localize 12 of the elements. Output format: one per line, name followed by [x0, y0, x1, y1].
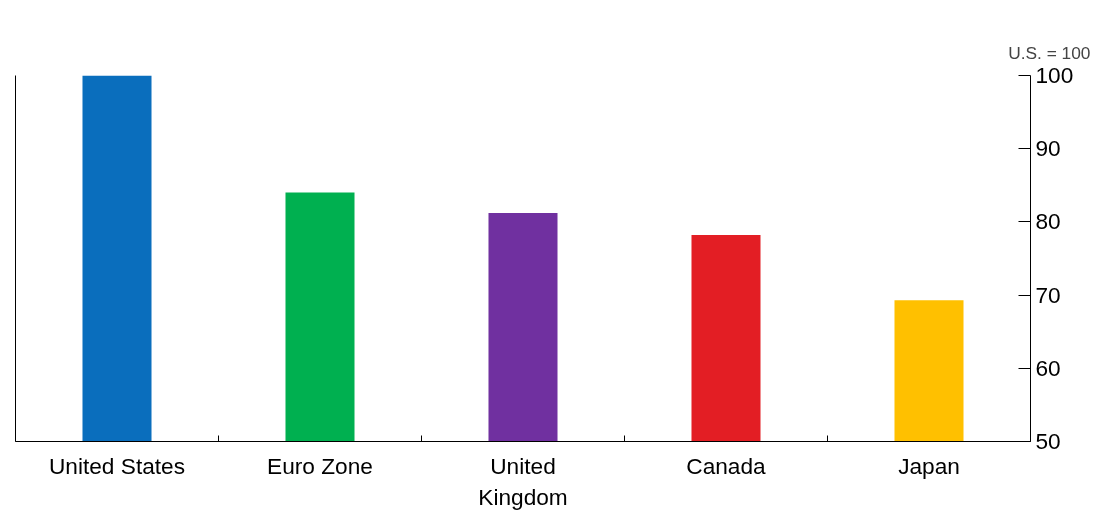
y-tick-label: 60 [1035, 354, 1061, 381]
y-tick-label: 50 [1035, 428, 1061, 454]
x-tick-label: Euro Zone [267, 452, 373, 479]
y-tick-label: 90 [1035, 135, 1061, 162]
y-tick-label: 100 [1035, 62, 1074, 88]
x-tick-label: Canada [686, 452, 767, 479]
x-tick-label: Japan [898, 452, 960, 479]
x-tick-label: United States [48, 452, 186, 479]
y-tick-label: 70 [1035, 281, 1061, 308]
text: U.S. = 100 [1008, 43, 1091, 63]
x-tick-label: United Kingdom [478, 452, 568, 510]
y-tick-label: 80 [1035, 208, 1061, 235]
